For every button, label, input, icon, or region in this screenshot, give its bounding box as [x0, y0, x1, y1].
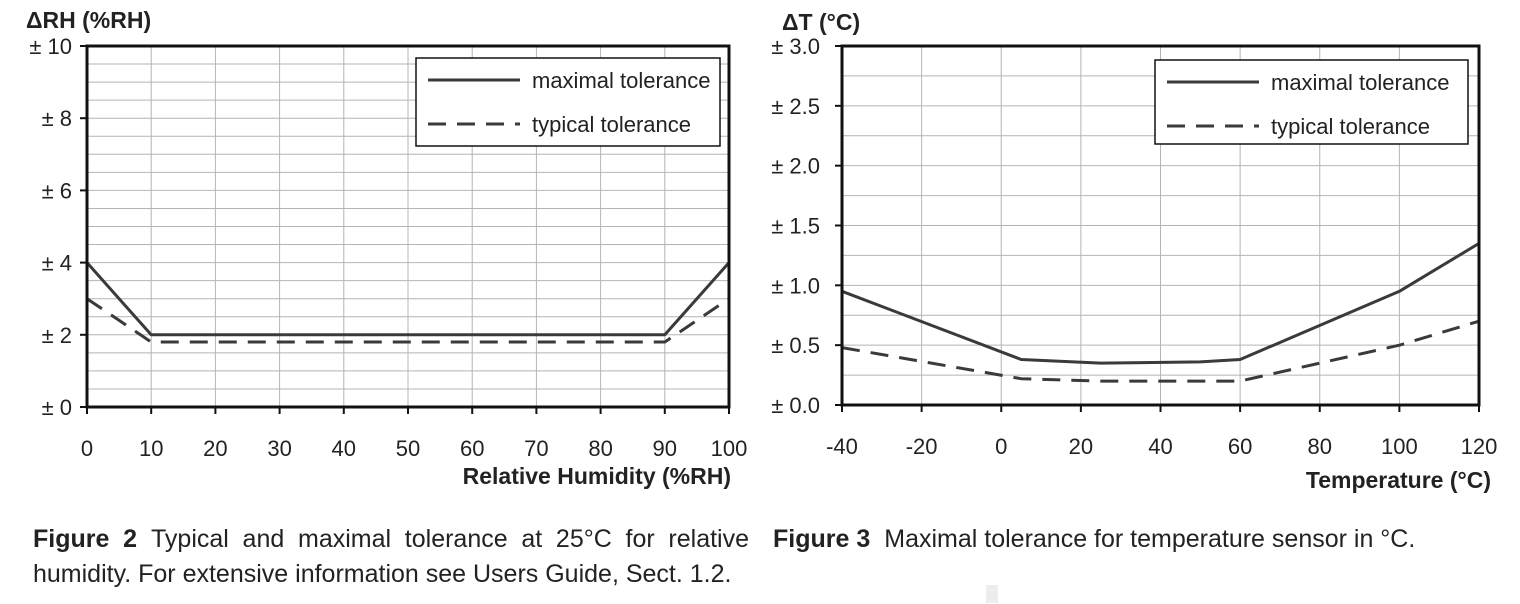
typical-tolerance-line: [86, 297, 730, 344]
x-tick-label: 40: [1148, 434, 1172, 459]
figure-2-caption: Figure 2 Typical and maximal tolerance at…: [33, 522, 749, 592]
y-tick-label: ± 1.0: [771, 273, 820, 298]
x-tick-label: 10: [139, 436, 163, 461]
x-tick-label: 20: [1069, 434, 1093, 459]
maximal-tolerance-line: [85, 261, 731, 337]
y-tick-label: ± 10: [29, 34, 72, 59]
x-tick-label: -20: [906, 434, 938, 459]
y-tick-label: ± 0.5: [771, 333, 820, 358]
y-tick-label: ± 2.5: [771, 94, 820, 119]
legend-box: [1154, 59, 1469, 145]
y-axis-label: ΔRH (%RH): [26, 7, 151, 33]
y-tick-label: ± 0: [42, 395, 72, 420]
x-tick-label: 60: [1228, 434, 1252, 459]
y-tick-label: ± 6: [42, 178, 72, 203]
legend-box: [415, 57, 721, 147]
maximal-tolerance-line: [841, 242, 1480, 365]
figure-3-caption: Figure 3 Maximal tolerance for temperatur…: [773, 522, 1493, 557]
chart-2: -40 -20 0 20 40 60 80 100 120 ± 0.0 ± 0.5 ± 1.0 ± 1.…: [771, 9, 1497, 493]
x-tick-label: -40: [826, 434, 858, 459]
y-axis-label: ΔT (°C): [782, 9, 860, 35]
legend-label-maximal: maximal tolerance: [532, 68, 711, 93]
chart-1: 0 10 20 30 40 50 60 70 80 90 100 ± 0 ± 2 ± 4 ± 6 ± 8 ± 1…: [26, 7, 747, 489]
figure-2-text: Typical and maximal tolerance at 25°C fo…: [33, 525, 749, 588]
legend: maximal tolerance typical tolerance: [415, 57, 721, 147]
x-tick-label: 0: [81, 436, 93, 461]
x-tick-label: 80: [588, 436, 612, 461]
y-tick-label: ± 4: [42, 251, 72, 276]
x-tick-label: 40: [332, 436, 356, 461]
x-tick-label: 90: [653, 436, 677, 461]
y-tick-label: ± 2: [42, 323, 72, 348]
legend-label-typical: typical tolerance: [1271, 114, 1430, 139]
legend-label-maximal: maximal tolerance: [1271, 70, 1450, 95]
y-tick-label: ± 1.5: [771, 214, 820, 239]
y-tick-label: ± 8: [42, 106, 72, 131]
scan-artifact: [986, 585, 998, 603]
y-tick-label: ± 0.0: [771, 393, 820, 418]
x-axis-label: Temperature (°C): [1306, 467, 1491, 493]
typical-tolerance-line: [841, 319, 1480, 383]
x-tick-label: 100: [1381, 434, 1418, 459]
legend: maximal tolerance typical tolerance: [1154, 59, 1469, 145]
legend-label-typical: typical tolerance: [532, 112, 691, 137]
y-tick-label: ± 2.0: [771, 154, 820, 179]
x-axis-label: Relative Humidity (%RH): [463, 463, 731, 489]
x-tick-label: 100: [711, 436, 748, 461]
y-tick-label: ± 3.0: [771, 34, 820, 59]
x-tick-label: 50: [396, 436, 420, 461]
figure-2-label: Figure 2: [33, 525, 138, 553]
x-tick-label: 20: [203, 436, 227, 461]
figure-3-label: Figure 3: [773, 525, 871, 553]
x-tick-label: 120: [1461, 434, 1498, 459]
x-tick-label: 60: [460, 436, 484, 461]
figure-3-text: Maximal tolerance for temperature sensor…: [884, 525, 1416, 553]
x-tick-label: 30: [267, 436, 291, 461]
x-tick-label: 0: [995, 434, 1007, 459]
x-tick-label: 80: [1308, 434, 1332, 459]
x-tick-label: 70: [524, 436, 548, 461]
